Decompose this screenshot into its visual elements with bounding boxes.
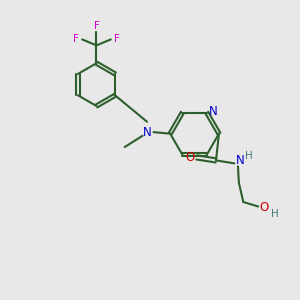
Text: F: F bbox=[74, 34, 79, 44]
Text: F: F bbox=[94, 21, 99, 31]
Text: N: N bbox=[143, 126, 152, 139]
Text: F: F bbox=[114, 34, 120, 44]
Text: O: O bbox=[185, 151, 195, 164]
Text: H: H bbox=[245, 151, 253, 161]
Text: H: H bbox=[271, 209, 278, 219]
Text: N: N bbox=[209, 105, 218, 118]
Text: N: N bbox=[236, 154, 244, 167]
Text: O: O bbox=[260, 202, 269, 214]
